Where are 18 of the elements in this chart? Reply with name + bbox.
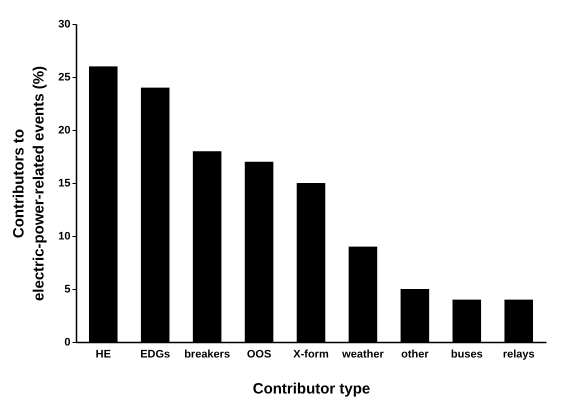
x-tick-label: other [401, 348, 430, 360]
y-tick-label: 30 [58, 18, 70, 30]
y-tick-label: 0 [64, 336, 70, 348]
x-tick-label: weather [341, 348, 384, 360]
x-tick-label: relays [502, 348, 535, 360]
y-tick-label: 10 [58, 230, 70, 242]
y-tick-label: 15 [58, 178, 70, 190]
x-tick-label: HE [96, 348, 111, 360]
x-axis-title: Contributor type [252, 380, 370, 398]
y-tick-label: 25 [58, 72, 70, 84]
x-tick-label: X-form [293, 348, 329, 360]
y-tick-label: 5 [64, 284, 70, 296]
x-tick-label: EDGs [140, 348, 170, 360]
y-axis-title: Contributors to electric-power-related events (%) [10, 66, 48, 302]
x-tick-label: OOS [246, 348, 272, 360]
y-tick-label: 20 [58, 124, 70, 136]
x-tick-label: breakers [184, 348, 230, 360]
x-tick-label: buses [450, 348, 483, 360]
